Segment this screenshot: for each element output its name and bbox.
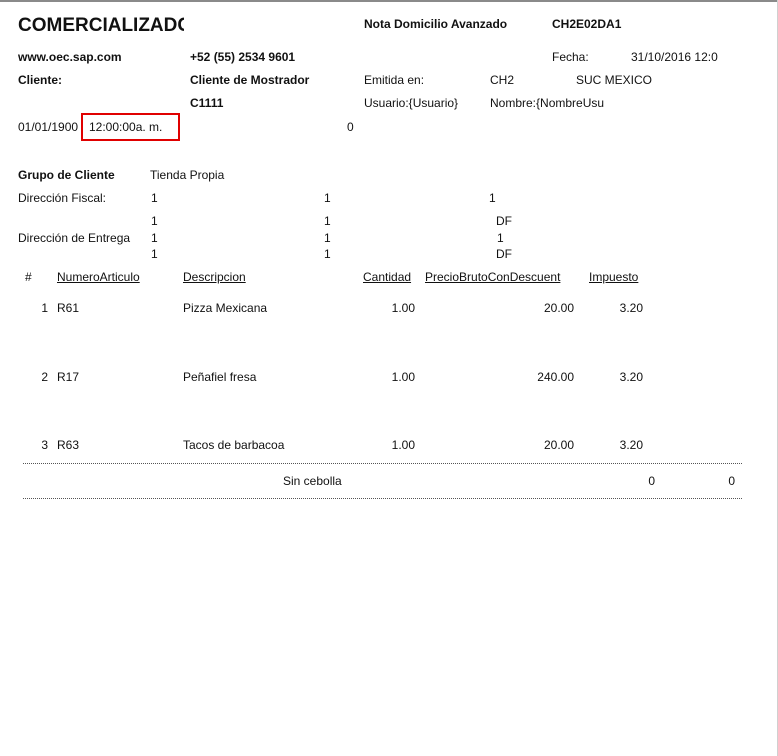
cliente-label: Cliente: xyxy=(18,73,63,87)
row-num: 3 xyxy=(41,438,48,452)
col-header-descripcion: Descripcion xyxy=(183,270,246,284)
note-text: Sin cebolla xyxy=(283,474,342,488)
fiscal-3: 1 xyxy=(489,191,496,205)
time: 12:00:00a. m. xyxy=(89,120,163,134)
entrega-3-1: 1 xyxy=(151,247,158,261)
fiscal-label: Dirección Fiscal: xyxy=(18,191,107,205)
entrega-2-1: 1 xyxy=(151,231,158,245)
cliente-code: C1111 xyxy=(190,96,224,110)
zero-value: 0 xyxy=(347,120,354,134)
entrega-1-3: DF xyxy=(496,214,512,228)
row-code: R61 xyxy=(57,301,80,315)
grupo-value: Tienda Propia xyxy=(150,168,225,182)
page-top-border xyxy=(0,0,778,2)
row-code: R17 xyxy=(57,370,80,384)
row-price: 20.00 xyxy=(543,301,574,315)
emitida-label: Emitida en: xyxy=(364,73,425,87)
dotted-divider xyxy=(23,498,742,499)
company-name: COMERCIALIZADC xyxy=(18,16,184,36)
fiscal-2: 1 xyxy=(324,191,331,205)
cliente-name: Cliente de Mostrador xyxy=(190,73,310,87)
row-price: 20.00 xyxy=(543,438,574,452)
entrega-2-2: 1 xyxy=(324,231,331,245)
row-desc: Tacos de barbacoa xyxy=(183,438,285,452)
doc-code: CH2E02DA1 xyxy=(552,17,622,31)
row-qty: 1.00 xyxy=(391,370,415,384)
row-desc: Peñafiel fresa xyxy=(183,370,257,384)
emitida-branch: SUC MEXICO xyxy=(576,73,653,87)
entrega-2-3: 1 xyxy=(497,231,504,245)
row-code: R63 xyxy=(57,438,80,452)
row-num: 1 xyxy=(41,301,48,315)
row-qty: 1.00 xyxy=(391,438,415,452)
note-value-2: 0 xyxy=(728,474,735,488)
highlight-box xyxy=(81,113,180,141)
row-tax: 3.20 xyxy=(619,370,643,384)
usuario: Usuario:{Usuario} xyxy=(364,96,459,110)
website: www.oec.sap.com xyxy=(18,50,122,64)
entrega-3-3: DF xyxy=(496,247,512,261)
entrega-label: Dirección de Entrega xyxy=(18,231,131,245)
entrega-3-2: 1 xyxy=(324,247,331,261)
col-header-num: # xyxy=(25,270,32,284)
note-value-1: 0 xyxy=(648,474,655,488)
col-header-cantidad: Cantidad xyxy=(363,270,412,284)
grupo-label: Grupo de Cliente xyxy=(18,168,115,182)
entrega-1-1: 1 xyxy=(151,214,158,228)
row-tax: 3.20 xyxy=(619,438,643,452)
emitida-code: CH2 xyxy=(490,73,515,87)
phone: +52 (55) 2534 9601 xyxy=(190,50,296,64)
col-header-numeroarticulo: NumeroArticulo xyxy=(57,270,140,284)
nombre: Nombre:{NombreUsu xyxy=(490,96,605,110)
fiscal-1: 1 xyxy=(151,191,158,205)
doc-type: Nota Domicilio Avanzado xyxy=(364,17,508,31)
row-tax: 3.20 xyxy=(619,301,643,315)
col-header-precio: PrecioBrutoConDescuent xyxy=(425,270,561,284)
date: 01/01/1900 xyxy=(18,120,79,134)
row-price: 240.00 xyxy=(537,370,574,384)
col-header-impuesto: Impuesto xyxy=(589,270,639,284)
dotted-divider xyxy=(23,463,742,464)
row-desc: Pizza Mexicana xyxy=(183,301,268,315)
fecha-label: Fecha: xyxy=(552,50,589,64)
row-num: 2 xyxy=(41,370,48,384)
entrega-1-2: 1 xyxy=(324,214,331,228)
fecha-value: 31/10/2016 12:0 xyxy=(631,50,718,64)
row-qty: 1.00 xyxy=(391,301,415,315)
